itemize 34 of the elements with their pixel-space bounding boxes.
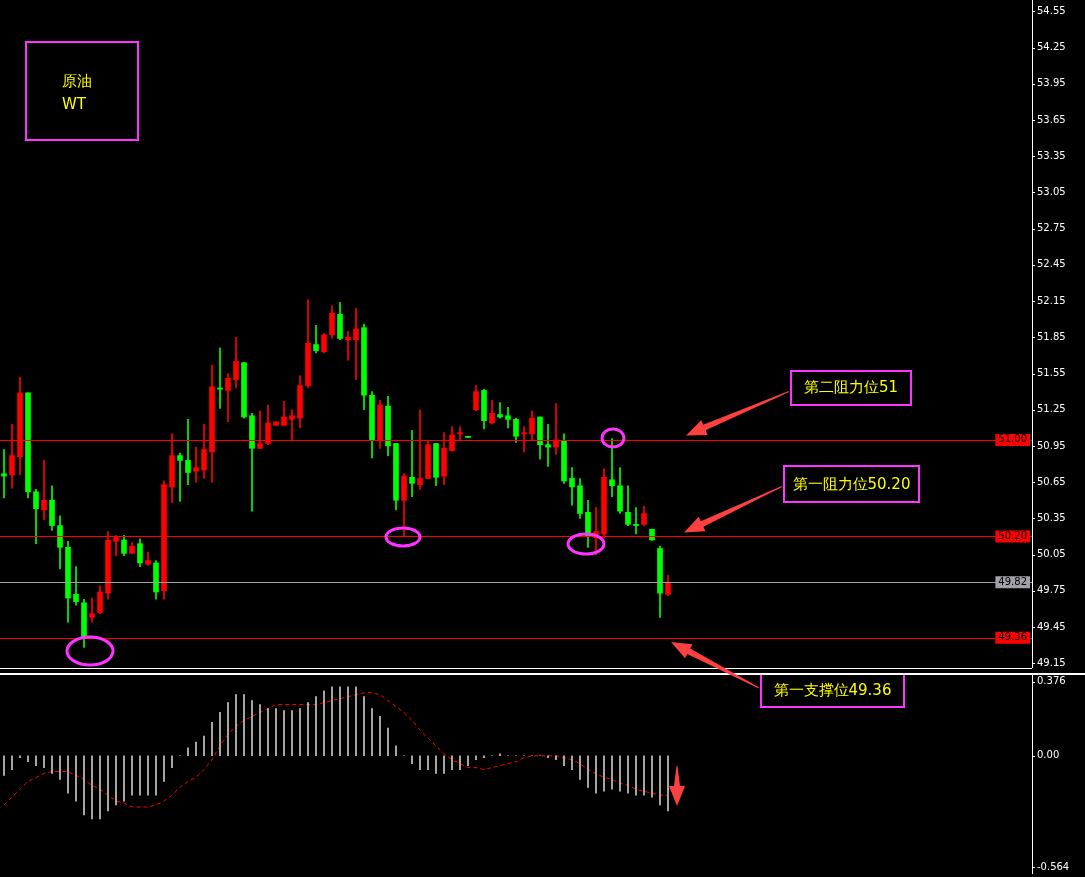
- ref-line-label: 49.36: [998, 631, 1028, 643]
- ref-line-label: 51.00: [998, 433, 1028, 445]
- y-tick-label: -0.564: [1037, 860, 1070, 872]
- y-tick-label: 51.85: [1037, 330, 1066, 342]
- candlestick: [465, 435, 471, 438]
- y-tick-label: 53.95: [1037, 77, 1066, 89]
- y-tick-label: 54.55: [1037, 5, 1066, 17]
- text: WT: [62, 94, 87, 115]
- candlestick: [273, 421, 279, 426]
- y-tick-label: 52.75: [1037, 222, 1066, 234]
- annotation: 第一阻力位50.20: [783, 465, 920, 504]
- y-tick-label: 49.15: [1037, 656, 1066, 668]
- text: 原油: [62, 71, 93, 92]
- y-tick-label: 0.00: [1037, 749, 1060, 761]
- ref-line-label: 50.20: [998, 530, 1028, 542]
- y-tick-label: 51.55: [1037, 367, 1066, 379]
- y-tick-label: 50.65: [1037, 475, 1066, 487]
- candlestick: [649, 528, 655, 541]
- annotation: 第一支撑位49.36: [760, 672, 905, 708]
- y-tick-label: 53.35: [1037, 149, 1066, 161]
- y-tick-label: 52.45: [1037, 258, 1066, 270]
- y-tick-label: 51.25: [1037, 403, 1066, 415]
- annotation: 第二阻力位51: [790, 369, 912, 406]
- y-tick-label: 53.05: [1037, 186, 1066, 198]
- y-tick-label: 49.45: [1037, 620, 1066, 632]
- ref-line-label: 49.82: [998, 575, 1028, 587]
- y-tick-label: 50.05: [1037, 548, 1066, 560]
- y-tick-label: 52.15: [1037, 294, 1066, 306]
- y-tick-label: 50.35: [1037, 511, 1066, 523]
- y-tick-label: 54.25: [1037, 41, 1066, 53]
- y-tick-label: 53.65: [1037, 113, 1066, 125]
- y-tick-label: 50.95: [1037, 439, 1066, 451]
- y-tick-label: 0.376: [1037, 675, 1066, 687]
- y-tick-label: 49.75: [1037, 584, 1066, 596]
